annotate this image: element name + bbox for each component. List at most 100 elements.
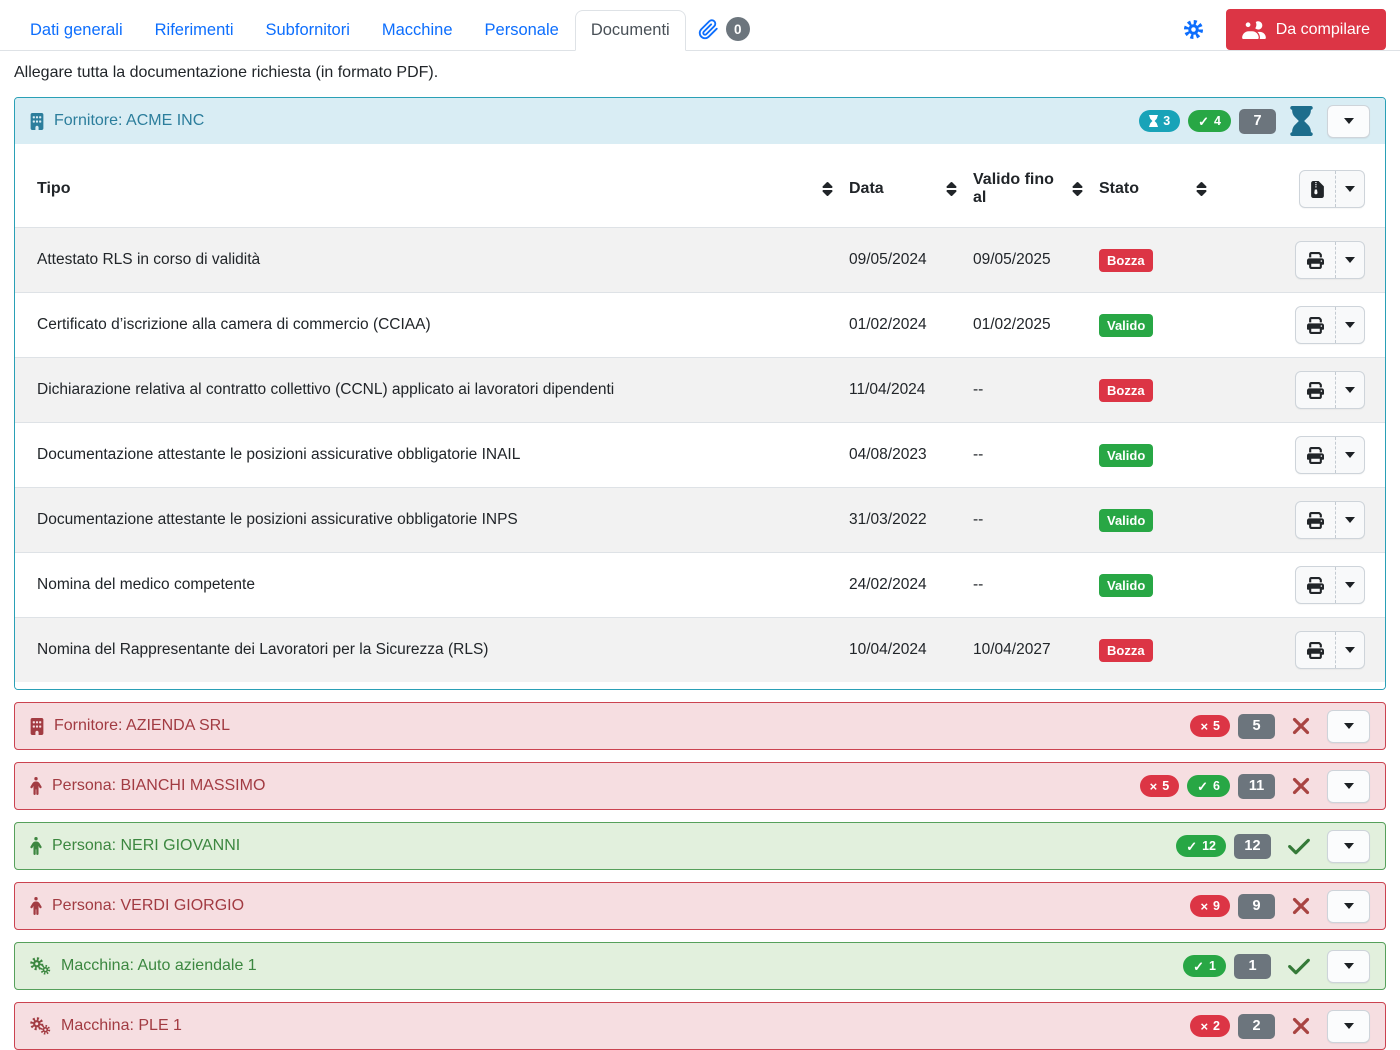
total-count-badge: 5: [1238, 713, 1275, 739]
doc-actions-cell: [1215, 358, 1385, 423]
page: Dati generali Riferimenti Subfornitori M…: [0, 8, 1400, 1050]
row-split-button: [1295, 631, 1365, 669]
column-header-valido-fino-al[interactable]: Valido fino al: [965, 144, 1091, 228]
total-count-badge: 1: [1234, 953, 1271, 979]
fornitore-acme-header[interactable]: Fornitore: ACME INC 3 ✓ 4 7: [15, 98, 1385, 144]
doc-valido-fino-al: --: [973, 511, 984, 528]
panel-title: Persona: BIANCHI MASSIMO: [52, 777, 266, 794]
printer-icon: [1307, 316, 1324, 334]
printer-icon: [1307, 641, 1324, 659]
documents-table-wrapper: Tipo Data Valido fino al Stato: [15, 144, 1385, 689]
caret-down-icon: [1343, 783, 1354, 789]
valid-count-pill: ✓ 12: [1176, 835, 1226, 857]
printer-icon: [1307, 446, 1324, 464]
tab-documenti[interactable]: Documenti: [574, 10, 686, 51]
x-status-icon: [1289, 1013, 1313, 1039]
print-button[interactable]: [1296, 372, 1336, 408]
invalid-count-pill: × 5: [1190, 715, 1230, 737]
panel-fornitore-azienda-srl[interactable]: Fornitore: AZIENDA SRL × 5 5: [14, 702, 1386, 750]
status-badge: Valido: [1099, 443, 1154, 467]
export-dropdown-button[interactable]: [1336, 171, 1364, 207]
export-split-button: [1299, 170, 1365, 208]
doc-tipo: Documentazione attestante le posizioni a…: [37, 511, 518, 528]
total-count-badge: 2: [1238, 1013, 1275, 1039]
doc-data: 11/04/2024: [849, 381, 926, 398]
x-icon: ×: [1200, 1018, 1209, 1034]
tab-dati-generali[interactable]: Dati generali: [30, 21, 123, 39]
row-dropdown-button[interactable]: [1336, 632, 1364, 668]
row-split-button: [1295, 241, 1365, 279]
caret-down-icon: [1345, 257, 1355, 263]
tab-subfornitori[interactable]: Subfornitori: [265, 21, 350, 39]
panel-title: Fornitore: ACME INC: [54, 112, 205, 129]
panel-dropdown-button[interactable]: [1327, 769, 1370, 803]
print-button[interactable]: [1296, 242, 1336, 278]
valid-count-pill: ✓ 6: [1187, 775, 1230, 797]
valid-count-pill: ✓ 1: [1183, 955, 1226, 977]
panel-macchina-ple-1[interactable]: Macchina: PLE 1 × 2 2: [14, 1002, 1386, 1050]
building-icon: [30, 112, 44, 130]
row-dropdown-button[interactable]: [1336, 502, 1364, 538]
table-actions-header: [1215, 144, 1385, 228]
doc-stato-cell: Bozza: [1091, 358, 1215, 423]
panel-dropdown-button[interactable]: [1327, 949, 1370, 983]
doc-data: 09/05/2024: [849, 251, 927, 268]
tab-personale[interactable]: Personale: [484, 21, 559, 39]
caret-down-icon: [1345, 582, 1355, 588]
printer-icon: [1307, 381, 1324, 399]
doc-stato-cell: Valido: [1091, 423, 1215, 488]
caret-down-icon: [1343, 723, 1354, 729]
doc-actions-cell: [1215, 293, 1385, 358]
doc-valido-fino-al: 01/02/2025: [973, 316, 1051, 333]
panel-dropdown-button[interactable]: [1327, 889, 1370, 923]
print-button[interactable]: [1296, 632, 1336, 668]
panel-persona-verdi-giorgio[interactable]: Persona: VERDI GIORGIO × 9 9: [14, 882, 1386, 930]
panel-dropdown-button[interactable]: [1327, 709, 1370, 743]
column-header-tipo[interactable]: Tipo: [15, 144, 841, 228]
settings-gear-icon[interactable]: [1183, 19, 1204, 40]
x-icon: ×: [1149, 778, 1158, 794]
panel-dropdown-button[interactable]: [1327, 1009, 1370, 1043]
row-dropdown-button[interactable]: [1336, 567, 1364, 603]
check-icon: ✓: [1198, 113, 1210, 129]
status-badge: Valido: [1099, 313, 1154, 337]
attachments-indicator[interactable]: 0: [686, 8, 760, 50]
print-button[interactable]: [1296, 502, 1336, 538]
print-button[interactable]: [1296, 307, 1336, 343]
tab-macchine[interactable]: Macchine: [381, 21, 453, 39]
panel-dropdown-button[interactable]: [1327, 829, 1370, 863]
print-button[interactable]: [1296, 567, 1336, 603]
row-dropdown-button[interactable]: [1336, 437, 1364, 473]
export-archive-button[interactable]: [1300, 171, 1336, 207]
panel-persona-neri-giovanni[interactable]: Persona: NERI GIOVANNI ✓ 12 12: [14, 822, 1386, 870]
panel-badges: ✓ 12 12: [1176, 829, 1370, 863]
da-compilare-label: Da compilare: [1275, 20, 1370, 38]
tab-riferimenti[interactable]: Riferimenti: [154, 21, 234, 39]
collapsed-panels-list: Fornitore: AZIENDA SRL × 5 5 Persona: BIANCH…: [0, 702, 1400, 1050]
print-button[interactable]: [1296, 437, 1336, 473]
panel-title: Persona: VERDI GIORGIO: [52, 897, 245, 914]
acme-dropdown-button[interactable]: [1327, 104, 1370, 138]
pending-count-pill: 3: [1139, 110, 1181, 132]
doc-tipo: Nomina del medico competente: [37, 576, 255, 593]
row-dropdown-button[interactable]: [1336, 372, 1364, 408]
caret-down-icon: [1345, 647, 1355, 653]
paperclip-icon: [698, 18, 719, 40]
column-header-data[interactable]: Data: [841, 144, 965, 228]
panel-macchina-auto-aziendale-1[interactable]: Macchina: Auto aziendale 1 ✓ 1 1: [14, 942, 1386, 990]
panel-persona-bianchi-massimo[interactable]: Persona: BIANCHI MASSIMO × 5 ✓ 6 11: [14, 762, 1386, 810]
column-header-stato[interactable]: Stato: [1091, 144, 1215, 228]
doc-actions-cell: [1215, 618, 1385, 683]
sort-icon: [1196, 181, 1207, 197]
check-icon: ✓: [1193, 958, 1205, 974]
panel-badges: ✓ 1 1: [1183, 949, 1370, 983]
row-dropdown-button[interactable]: [1336, 242, 1364, 278]
da-compilare-button[interactable]: Da compilare: [1225, 9, 1386, 50]
x-status-icon: [1289, 893, 1313, 919]
panel-badges: × 2 2: [1190, 1009, 1370, 1043]
status-badge: Valido: [1099, 573, 1154, 597]
document-row: Nomina del medico competente 24/02/2024 --…: [15, 552, 1385, 618]
row-split-button: [1295, 436, 1365, 474]
row-dropdown-button[interactable]: [1336, 307, 1364, 343]
doc-actions-cell: [1215, 553, 1385, 618]
